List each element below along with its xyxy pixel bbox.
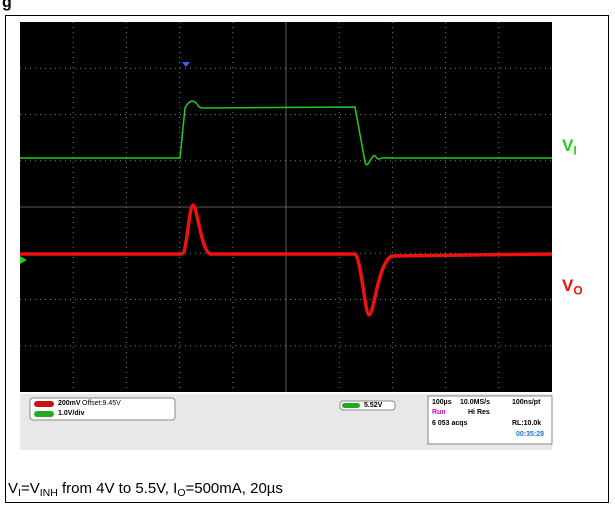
badge-red: [34, 401, 54, 407]
caption-text: =500mA, 20µs: [185, 480, 282, 497]
clock: 00:35:28: [516, 431, 544, 438]
trigger-level: 5.52V: [364, 402, 382, 409]
caption-text: =V: [21, 480, 40, 497]
trace-label-main: V: [562, 136, 573, 155]
caption-sub: INH: [40, 487, 58, 499]
scope-screen: [0, 0, 615, 460]
trace-label-sub: I: [573, 144, 576, 158]
trace-label: VI: [562, 136, 577, 158]
run-state: Run: [432, 409, 446, 416]
acq-count: 6 053 acqs: [432, 420, 467, 427]
badge-green: [34, 411, 54, 417]
trace-label-main: V: [562, 276, 573, 295]
resolution: 100ns/pt: [512, 399, 540, 406]
ch-scale: 200mV: [58, 400, 81, 407]
trace-label: VO: [562, 276, 583, 298]
page: g 200mV Offset:9.45V 1.0V/div 5.52V 100µ…: [0, 0, 615, 509]
record-length: RL:10.0k: [512, 420, 541, 427]
sample-rate: 10.0MS/s: [460, 399, 490, 406]
timebase: 100µs: [432, 399, 452, 406]
trace-label-sub: O: [573, 284, 582, 298]
ch2-scale: 1.0V/div: [58, 410, 84, 417]
offset: Offset:9.45V: [82, 400, 121, 407]
acq-mode: Hi Res: [468, 409, 490, 416]
badge-trigger: [342, 403, 360, 408]
caption-text: from 4V to 5.5V, I: [58, 480, 178, 497]
caption: VI=VINH from 4V to 5.5V, IO=500mA, 20µs: [8, 480, 283, 499]
caption-text: V: [8, 480, 18, 497]
